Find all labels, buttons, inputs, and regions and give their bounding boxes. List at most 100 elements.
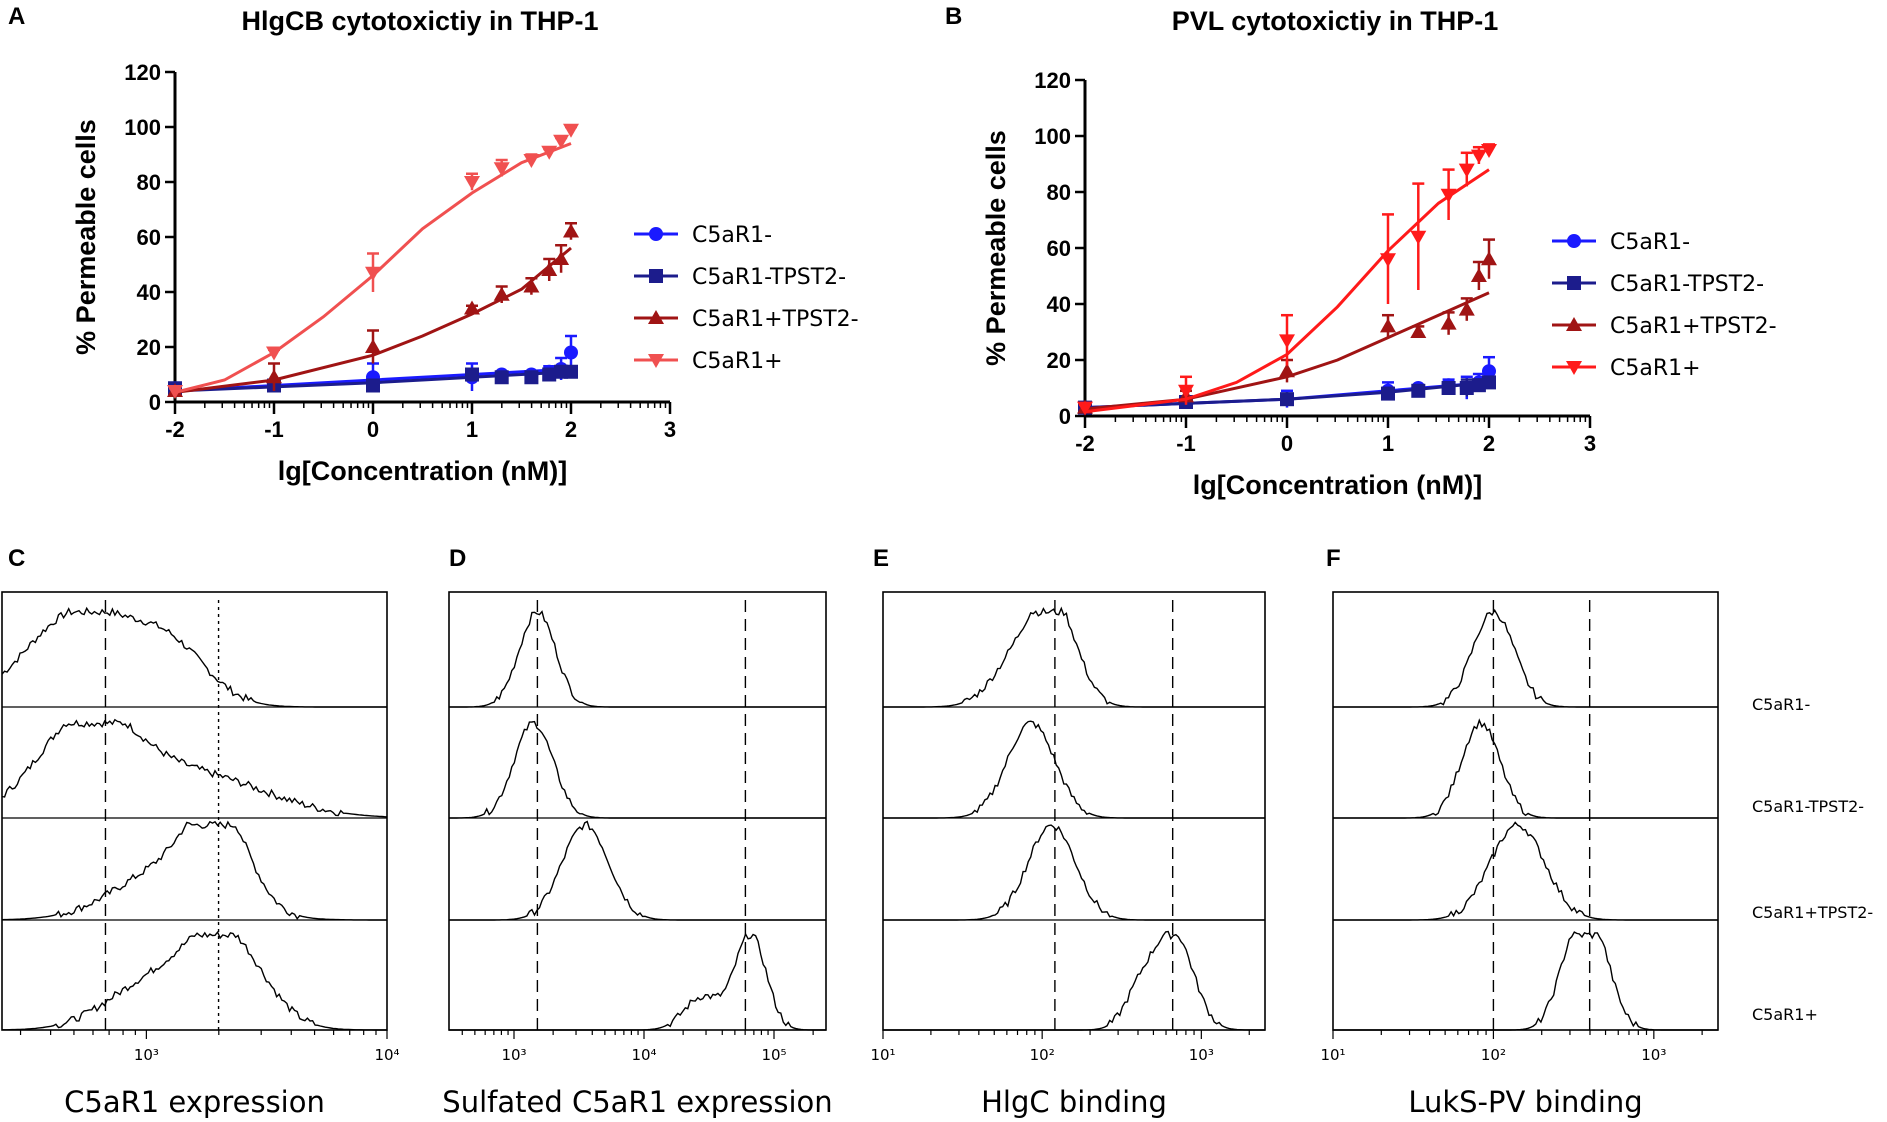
legend-label: C5aR1+TPST2-	[1610, 314, 1777, 339]
series-C5aR1+	[167, 123, 579, 399]
data-point	[1458, 301, 1475, 316]
histogram-trace-C5aR1+	[449, 932, 826, 1031]
panel-label-b: B	[945, 3, 962, 30]
legend-marker	[1566, 361, 1582, 375]
data-point	[1380, 318, 1396, 333]
histogram-trace-C5aR1+TPST2-	[1333, 821, 1718, 921]
series-C5aR1+	[1077, 143, 1497, 416]
data-point	[523, 278, 540, 293]
data-point	[1411, 383, 1426, 398]
population-label: C5aR1-	[1752, 695, 1810, 714]
panel-label-a: A	[8, 3, 25, 30]
x-tick-label: 10²	[1481, 1046, 1506, 1064]
data-point	[1470, 268, 1487, 282]
x-axis-label: LukS-PV binding	[1408, 1085, 1642, 1119]
data-point	[1441, 381, 1456, 395]
y-axis-label: % Permeable cells	[71, 119, 101, 355]
y-tick-label: 120	[124, 60, 161, 85]
plot-frame	[1332, 591, 1719, 1031]
histogram-panel-d: 10³ 10⁴ 10⁵ Sulfated C5aR1 expression	[442, 591, 833, 1119]
data-point	[1381, 386, 1395, 401]
histogram-panel-e: 10¹ 10² 10³ HlgC binding	[870, 591, 1266, 1119]
fit-curve	[1084, 168, 1490, 414]
x-tick-label: 3	[664, 417, 676, 442]
x-axis-label: lg[Concentration (nM)]	[1193, 470, 1482, 500]
y-tick-label: 40	[137, 280, 161, 305]
data-point	[564, 364, 578, 379]
plot-frame	[448, 591, 827, 1031]
histogram-trace-C5aR1+	[2, 930, 387, 1031]
data-point	[1470, 149, 1487, 164]
data-point	[1410, 230, 1427, 245]
data-point	[266, 369, 282, 384]
histogram-trace-C5aR1-TPST2-	[449, 720, 826, 819]
histogram-trace-C5aR1-TPST2-	[1, 718, 388, 818]
x-tick-label: 10³	[1189, 1046, 1214, 1064]
data-point	[365, 266, 381, 281]
x-tick-label: -2	[165, 417, 185, 442]
data-point	[464, 300, 480, 315]
x-tick-label: 10¹	[870, 1046, 895, 1064]
y-tick-label: 100	[1034, 124, 1071, 149]
data-point	[553, 134, 570, 149]
population-label: C5aR1-TPST2-	[1752, 797, 1864, 816]
data-point	[553, 251, 570, 265]
data-point	[494, 370, 509, 385]
x-tick-label: 1	[466, 417, 478, 442]
panel-label-d: D	[449, 545, 466, 572]
population-label: C5aR1+	[1752, 1005, 1818, 1024]
x-tick-label: 3	[1584, 431, 1596, 456]
data-point	[1077, 401, 1093, 416]
y-tick-label: 0	[1059, 404, 1071, 429]
legend-label: C5aR1-TPST2-	[1610, 272, 1764, 297]
legend-marker	[648, 310, 664, 324]
legend-marker	[1567, 276, 1581, 290]
x-tick-label: 10²	[1030, 1046, 1055, 1064]
data-point	[1279, 363, 1295, 378]
x-tick-label: 10³	[1641, 1046, 1666, 1064]
legend-marker	[649, 269, 663, 283]
x-tick-label: -1	[1176, 431, 1196, 456]
data-point	[1482, 364, 1496, 379]
data-point	[493, 286, 510, 301]
x-tick-label: -1	[264, 417, 284, 442]
panel-label-e: E	[873, 545, 889, 572]
x-tick-label: 10³	[501, 1046, 526, 1064]
histogram-trace-C5aR1-TPST2-	[1333, 718, 1718, 819]
y-tick-label: 20	[137, 335, 161, 360]
histogram-trace-C5aR1+	[883, 930, 1265, 1031]
data-point	[1481, 251, 1497, 266]
histogram-trace-C5aR1+TPST2-	[449, 820, 826, 921]
data-point	[563, 123, 579, 138]
histogram-trace-C5aR1-	[1333, 608, 1718, 708]
y-tick-label: 120	[1034, 68, 1071, 93]
data-point	[1459, 381, 1474, 395]
legend-label: C5aR1-TPST2-	[692, 265, 846, 290]
data-point	[1458, 163, 1475, 178]
series-C5aR1-TPST2-	[168, 364, 578, 396]
panel-label-f: F	[1326, 545, 1341, 572]
chart-title: HlgCB cytotoxictiy in THP-1	[241, 6, 598, 36]
x-tick-label: 2	[565, 417, 577, 442]
data-point	[1410, 324, 1427, 338]
legend-marker	[1566, 317, 1582, 331]
legend-label: C5aR1+TPST2-	[692, 307, 859, 332]
data-point	[542, 367, 557, 382]
data-point	[365, 339, 381, 353]
x-tick-label: 0	[367, 417, 379, 442]
data-point	[1178, 384, 1194, 399]
x-axis-label: C5aR1 expression	[64, 1085, 325, 1119]
histogram-trace-C5aR1-	[883, 606, 1265, 708]
x-tick-label: 2	[1483, 431, 1495, 456]
plot-frame	[1, 591, 388, 1031]
legend-marker	[649, 227, 663, 241]
x-tick-label: -2	[1075, 431, 1095, 456]
legend-marker	[1567, 234, 1581, 248]
y-tick-label: 100	[124, 115, 161, 140]
y-axis-label: % Permeable cells	[981, 130, 1011, 366]
data-point	[464, 176, 480, 190]
histogram-trace-C5aR1-	[449, 610, 826, 708]
legend-label: C5aR1+	[1610, 356, 1701, 381]
y-tick-label: 20	[1047, 348, 1071, 373]
x-tick-label: 1	[1382, 431, 1394, 456]
